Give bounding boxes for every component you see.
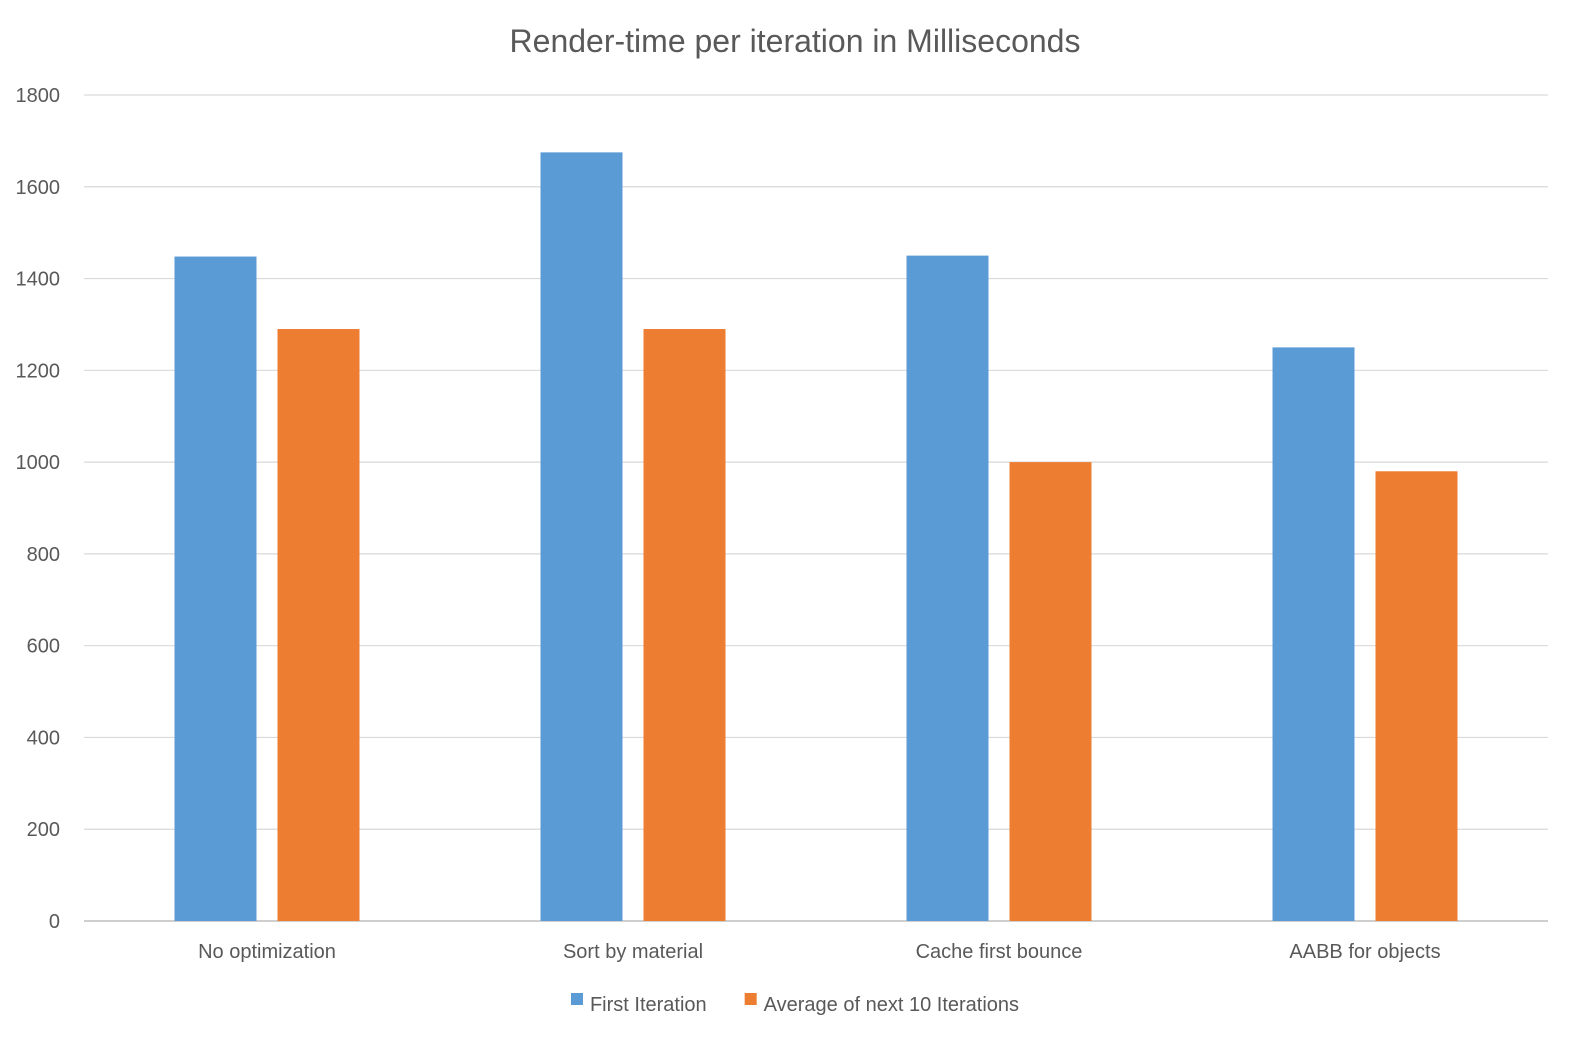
y-tick-label: 400 (27, 727, 60, 749)
chart-title: Render-time per iteration in Millisecond… (510, 23, 1081, 59)
x-tick-label: Sort by material (563, 941, 703, 963)
y-tick-label: 1000 (16, 452, 61, 474)
y-tick-label: 1400 (16, 269, 61, 291)
legend-label: Average of next 10 Iterations (764, 994, 1019, 1016)
x-tick-label: Cache first bounce (916, 941, 1083, 963)
y-tick-label: 200 (27, 819, 60, 841)
y-tick-label: 800 (27, 544, 60, 566)
x-tick-label: AABB for objects (1289, 941, 1440, 963)
y-tick-label: 600 (27, 636, 60, 658)
y-tick-label: 1200 (16, 360, 61, 382)
bar-first-iteration-2 (906, 255, 989, 922)
x-tick-label: No optimization (198, 941, 336, 963)
x-axis-ticks: No optimization Sort by material Cache fir… (198, 941, 1441, 963)
bar-average-next-10-0 (277, 329, 360, 921)
legend-label: First Iteration (590, 994, 707, 1016)
bar-average-next-10-2 (1009, 462, 1092, 921)
y-tick-label: 0 (49, 911, 60, 933)
bar-first-iteration-1 (540, 152, 623, 922)
legend: First Iteration Average of next 10 Iterat… (570, 993, 1019, 1016)
bar-average-next-10-3 (1375, 471, 1458, 921)
legend-swatch (570, 993, 583, 1005)
bar-average-next-10-1 (643, 329, 726, 921)
legend-item: Average of next 10 Iterations (744, 993, 1019, 1016)
bar-first-iteration-0 (174, 256, 257, 921)
bars (174, 152, 1458, 922)
y-tick-label: 1600 (16, 177, 61, 199)
legend-swatch (744, 993, 757, 1005)
legend-item: First Iteration (570, 993, 707, 1016)
y-tick-label: 1800 (16, 85, 61, 107)
bar-first-iteration-3 (1272, 347, 1355, 921)
y-axis-ticks: 0 200 400 600 800 1000 1200 1400 1600 1800 (16, 85, 61, 933)
